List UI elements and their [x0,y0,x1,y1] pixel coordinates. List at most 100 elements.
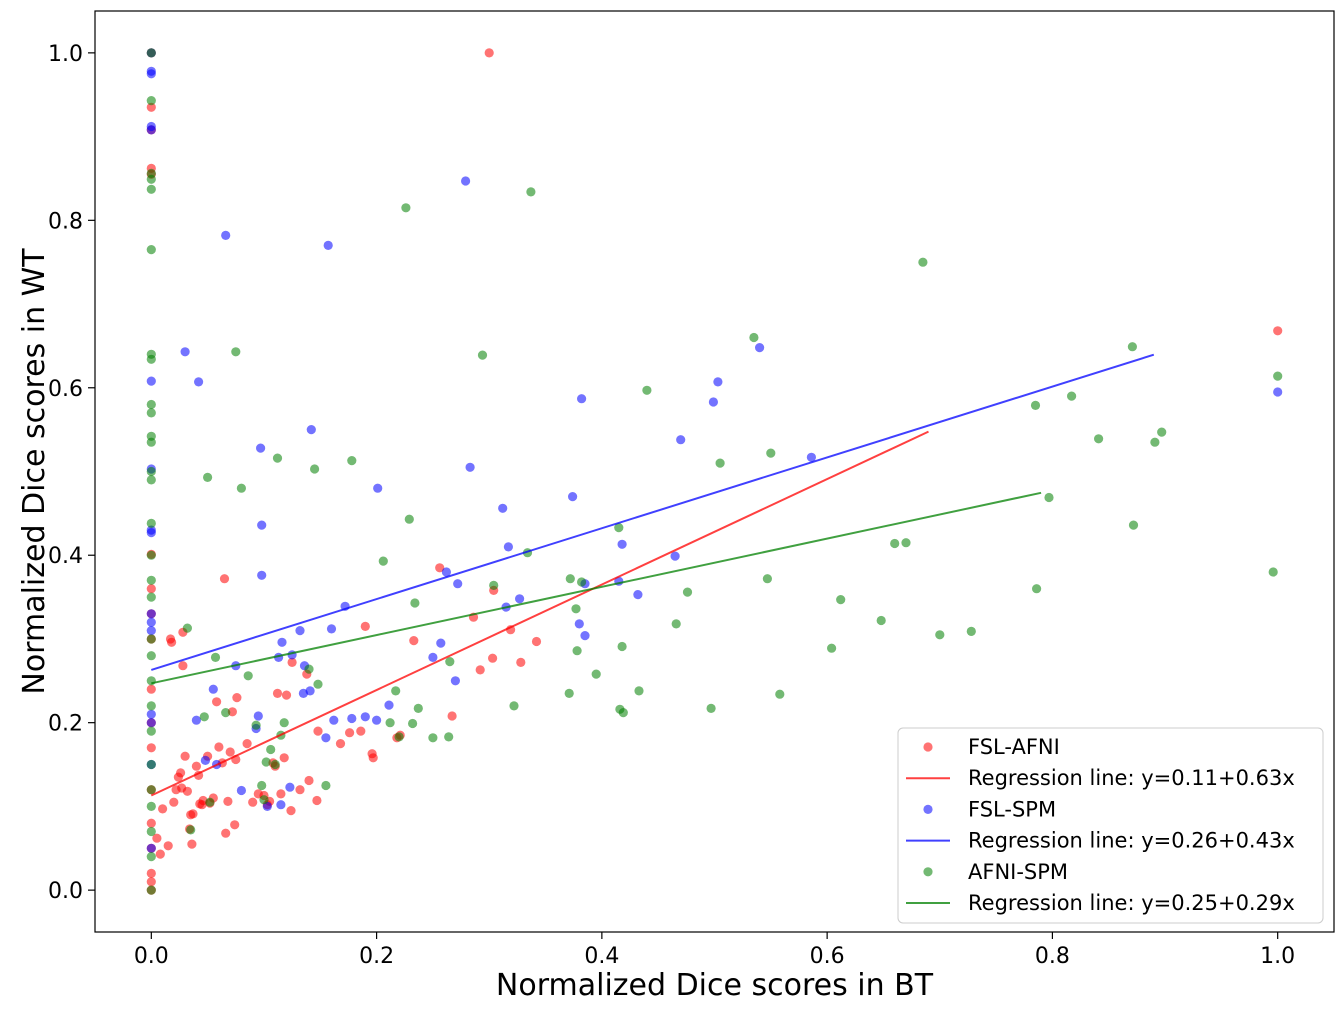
point-fsl-afni-62 [360,621,370,632]
y-tick-label: 0.2 [48,712,83,737]
point-afni-spm-43 [564,688,574,699]
point-afni-spm-39 [489,580,499,591]
y-tick-label: 0.8 [48,209,83,234]
point-afni-spm-55 [671,619,681,629]
legend-marker-afni-spm [923,867,933,877]
point-afni-spm-10 [236,483,246,493]
point-fsl-spm-45 [503,542,513,552]
point-fsl-afni-39 [232,693,242,703]
point-afni-spm-7 [210,652,221,663]
point-afni-spm-61 [766,448,776,458]
point-fsl-afni-58 [313,726,323,736]
point-fsl-spm-72 [146,626,156,636]
point-fsl-spm-11 [253,711,263,721]
x-tick-label: 0.4 [584,944,619,969]
point-afni-spm-105 [146,801,156,812]
point-afni-spm-27 [385,718,395,728]
point-afni-spm-53 [634,686,644,696]
point-fsl-spm-43 [498,503,508,513]
point-fsl-afni-83 [146,584,156,594]
point-afni-spm-46 [572,646,582,656]
point-afni-spm-9 [231,347,241,357]
legend-marker-fsl-afni [923,742,933,752]
point-afni-spm-13 [257,780,267,791]
point-fsl-spm-2 [191,715,201,725]
point-afni-spm-62 [775,689,785,699]
point-fsl-afni-32 [219,574,230,584]
point-afni-spm-64 [836,595,846,605]
point-afni-spm-92 [146,466,156,477]
legend-regression-label-fsl-spm: Regression line: y=0.26+0.43x [968,829,1295,853]
point-afni-spm-67 [901,538,911,548]
point-afni-spm-66 [890,538,900,549]
point-afni-spm-97 [146,592,156,602]
point-fsl-spm-59 [755,343,765,353]
point-fsl-afni-49 [276,789,286,799]
point-fsl-spm-0 [1273,387,1283,397]
point-afni-spm-17 [270,759,280,770]
point-afni-spm-74 [1067,391,1077,401]
point-fsl-afni-54 [295,785,305,795]
point-fsl-spm-1 [180,347,190,357]
point-fsl-afni-41 [248,797,258,807]
point-afni-spm-58 [715,458,725,468]
point-afni-spm-21 [304,664,314,674]
point-fsl-afni-88 [146,743,156,753]
point-fsl-spm-73 [146,709,156,719]
point-fsl-spm-26 [321,733,331,743]
point-afni-spm-37 [445,657,455,667]
point-fsl-afni-90 [146,818,156,828]
point-afni-spm-33 [410,598,420,608]
point-fsl-afni-4 [158,804,168,814]
point-fsl-spm-35 [384,700,394,710]
point-afni-spm-16 [266,744,276,755]
point-afni-spm-101 [146,701,156,711]
point-afni-spm-38 [477,350,488,360]
plot-frame [94,10,1335,933]
point-fsl-afni-93 [146,877,156,887]
legend-marker-fsl-spm [923,804,933,815]
point-afni-spm-87 [146,354,156,364]
point-afni-spm-20 [279,718,289,728]
x-axis-label: Normalized Dice scores in BT [496,968,934,1003]
point-fsl-afni-48 [272,688,283,699]
point-fsl-spm-54 [633,590,643,600]
point-afni-spm-104 [146,785,156,795]
point-fsl-afni-78 [146,102,156,112]
point-fsl-spm-32 [360,712,370,722]
point-fsl-spm-76 [146,843,156,853]
point-fsl-afni-68 [435,563,445,573]
point-afni-spm-11 [243,671,253,681]
point-fsl-afni-5 [163,841,173,851]
point-fsl-spm-13 [257,520,267,530]
point-fsl-spm-60 [806,452,817,462]
point-afni-spm-0 [1273,371,1283,381]
point-fsl-afni-1 [1273,326,1283,336]
point-afni-spm-81 [146,96,156,106]
point-afni-spm-31 [404,514,414,524]
point-fsl-spm-31 [347,713,357,724]
point-afni-spm-73 [1044,492,1054,503]
point-afni-spm-6 [205,797,215,807]
point-fsl-afni-19 [187,839,197,849]
point-afni-spm-84 [146,184,156,194]
point-fsl-afni-21 [191,761,201,771]
point-afni-spm-65 [876,615,886,626]
point-fsl-afni-20 [188,809,198,819]
point-afni-spm-15 [261,757,271,767]
point-fsl-spm-41 [461,176,471,186]
point-afni-spm-59 [749,332,759,343]
point-afni-spm-93 [146,475,156,485]
point-fsl-afni-69 [447,711,457,721]
point-fsl-spm-37 [436,638,446,648]
point-fsl-spm-3 [194,377,204,387]
point-afni-spm-44 [565,574,575,584]
point-fsl-afni-53 [287,657,297,668]
point-fsl-spm-38 [441,567,451,577]
point-afni-spm-106 [146,826,156,837]
y-tick-label: 1.0 [48,42,83,67]
point-afni-spm-85 [146,245,156,255]
point-afni-spm-42 [526,187,536,197]
point-fsl-spm-55 [670,551,680,561]
point-afni-spm-70 [966,626,976,637]
